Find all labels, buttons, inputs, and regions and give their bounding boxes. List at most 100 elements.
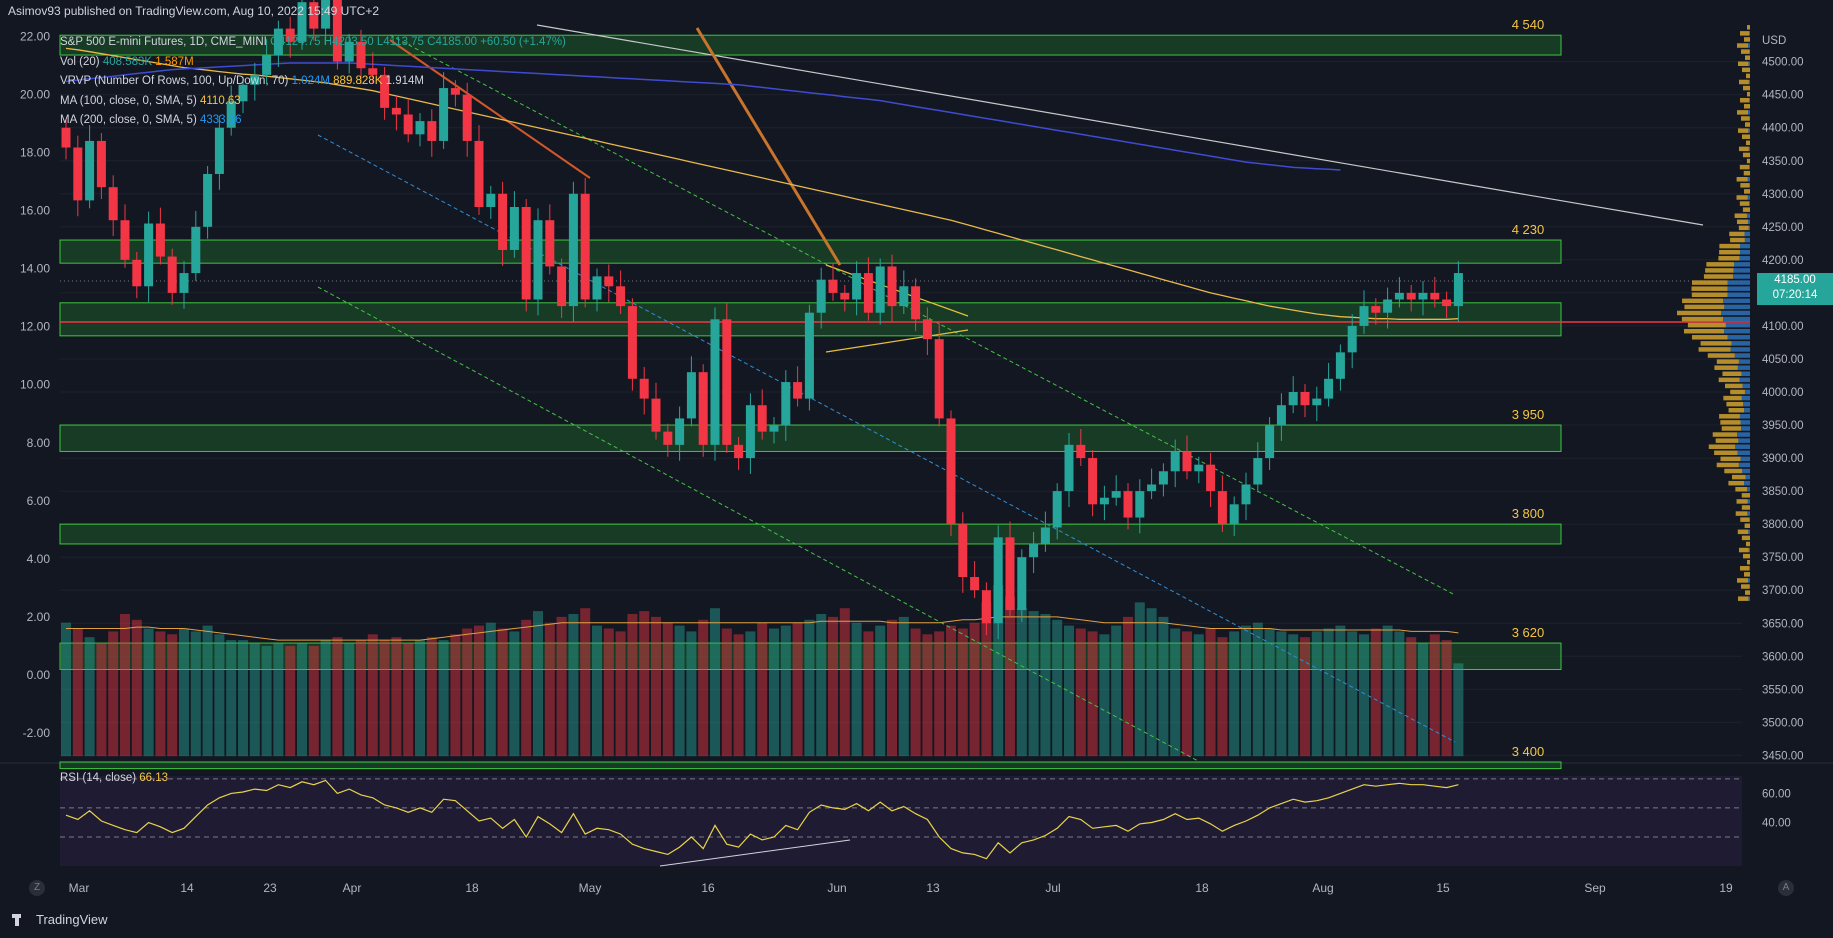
volume-bar — [1099, 634, 1110, 757]
vrvp-value-c: 1.914M — [385, 75, 424, 87]
time-axis-tick: Jun — [827, 881, 846, 895]
vol-label: Vol (20) — [60, 55, 100, 68]
triangle-lower — [825, 329, 969, 353]
volume-profile-row-down — [1739, 249, 1757, 255]
time-axis-tick: Sep — [1584, 881, 1606, 895]
volume-bar — [556, 616, 567, 757]
volume-profile-row-up — [1734, 213, 1747, 218]
vrvp-value-a: 1.024M — [291, 75, 330, 87]
volume-bar — [1382, 625, 1393, 757]
legend-title-row[interactable]: S&P 500 E-mini Futures, 1D, CME_MINI O41… — [60, 33, 566, 53]
trendline-steep — [695, 27, 842, 266]
volume-bar — [698, 619, 709, 757]
candle-body — [1170, 451, 1180, 472]
volume-bar — [214, 634, 225, 757]
vrvp-value-b: 889.828K — [333, 75, 383, 87]
volume-bar — [1087, 631, 1098, 757]
a-toggle-button[interactable]: A — [1778, 880, 1794, 896]
volume-profile-row-down — [1737, 450, 1757, 456]
volume-bar — [332, 637, 343, 757]
volume-profile-row-down — [1733, 274, 1757, 279]
volume-profile-row-up — [1724, 383, 1743, 389]
left-axis-tick: 18.00 — [20, 146, 50, 160]
volume-profile-row-up — [1719, 243, 1741, 249]
candle-body — [226, 101, 236, 128]
volume-profile-row-down — [1739, 414, 1757, 419]
volume-profile-row-up — [1723, 395, 1742, 401]
z-toggle-button[interactable]: Z — [29, 880, 45, 896]
candle-body — [462, 94, 472, 141]
candle-body — [1347, 325, 1357, 353]
candle-body — [1383, 299, 1393, 313]
volume-profile-row-down — [1725, 322, 1757, 328]
volume-bar — [238, 640, 248, 757]
time-axis-tick: 23 — [263, 881, 277, 895]
left-axis-tick: 16.00 — [20, 204, 50, 218]
volume-bar — [167, 634, 178, 757]
volume-profile-row-down — [1727, 286, 1757, 291]
candle-body — [698, 372, 708, 445]
volume-profile-row-up — [1744, 523, 1752, 528]
candle-body — [1359, 306, 1369, 326]
legend-vol-row[interactable]: Vol (20) 408.583K 1.587M — [60, 53, 566, 73]
candle-body — [875, 266, 885, 313]
price-axis-tick: 4000.00 — [1762, 387, 1804, 399]
volume-profile-row-up — [1703, 274, 1734, 279]
left-axis-tick: -2.00 — [23, 726, 51, 740]
rsi-axis-tick: 40.00 — [1762, 817, 1791, 829]
left-axis-tick: 2.00 — [27, 610, 51, 624]
volume-bar — [308, 645, 319, 757]
volume-bar — [981, 602, 992, 757]
legend-ma200-row[interactable]: MA (200, close, 0, SMA, 5) 4333.16 — [60, 111, 566, 131]
volume-profile-row-up — [1721, 426, 1742, 431]
rsi-axis-tick: 60.00 — [1762, 788, 1791, 800]
candle-body — [203, 173, 213, 227]
triangle-upper — [825, 264, 969, 317]
price-axis-tick: 4300.00 — [1762, 189, 1804, 201]
legend-ma100-row[interactable]: MA (100, close, 0, SMA, 5) 4110.63 — [60, 92, 566, 112]
legend-vrvp-row[interactable]: VRVP (Number Of Rows, 100, Up/Down, 70) … — [60, 72, 566, 92]
volume-bar — [1441, 640, 1452, 757]
candle-body — [132, 259, 142, 287]
price-axis-tick: 3600.00 — [1762, 651, 1804, 663]
candle-body — [557, 266, 567, 307]
volume-bar — [1170, 628, 1181, 757]
volume-bar — [1453, 663, 1464, 757]
price-axis-tick: 3650.00 — [1762, 618, 1804, 630]
volume-profile-row-up — [1745, 590, 1752, 595]
tradingview-brand[interactable]: TradingView — [12, 912, 108, 927]
sr-zone — [59, 642, 1562, 670]
volume-profile-row-up — [1700, 341, 1732, 346]
volume-bar — [261, 645, 272, 757]
volume-profile-row-up — [1739, 164, 1750, 170]
price-axis-tick: 3450.00 — [1762, 750, 1804, 762]
candle-body — [144, 223, 154, 287]
volume-bar — [1252, 622, 1263, 757]
left-axis-tick: 12.00 — [20, 320, 50, 334]
rsi-legend[interactable]: RSI (14, close) 66.13 — [60, 772, 168, 784]
volume-profile-row-down — [1740, 456, 1757, 462]
zone-level-label: 3 800 — [1512, 506, 1545, 521]
volume-bar — [1217, 637, 1228, 757]
right-axis-bg — [1750, 22, 1833, 762]
volume-bar — [462, 628, 473, 757]
volume-bar — [769, 628, 779, 757]
volume-profile-row-down — [1739, 377, 1757, 383]
volume-bar — [1359, 634, 1369, 757]
candle-body — [439, 88, 449, 141]
volume-bar — [816, 614, 827, 757]
volume-profile-row-up — [1746, 559, 1753, 565]
volume-profile-row-down — [1738, 462, 1757, 468]
candle-body — [108, 187, 118, 221]
volume-profile-row-up — [1740, 584, 1750, 589]
candle-body — [321, 0, 331, 29]
volume-bar — [1005, 596, 1015, 757]
volume-profile-row-down — [1738, 359, 1757, 364]
candle-body — [1064, 444, 1074, 492]
candle-body — [828, 279, 838, 293]
volume-bar — [639, 611, 650, 757]
volume-bar — [1288, 634, 1299, 757]
candle-body — [1324, 378, 1334, 399]
trendline-short — [389, 39, 591, 179]
